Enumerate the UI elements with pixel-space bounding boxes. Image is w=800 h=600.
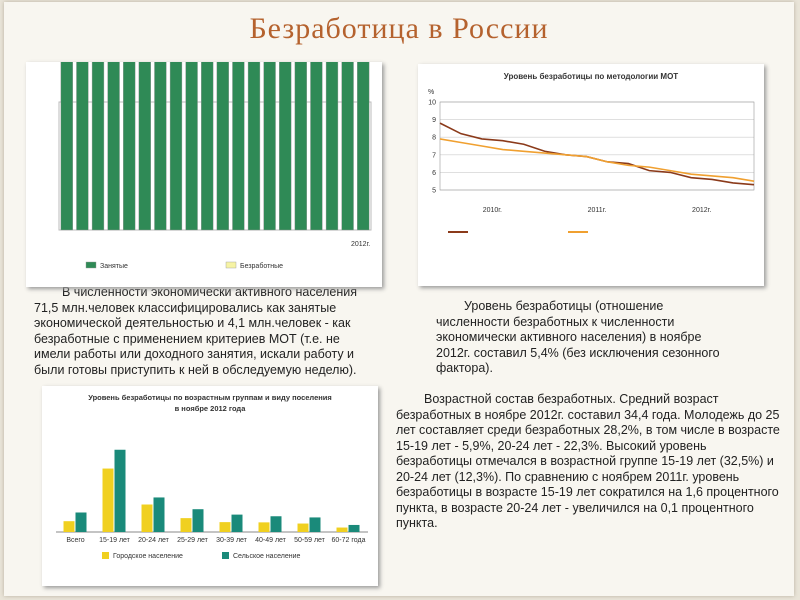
bar bbox=[270, 516, 282, 532]
legend-label: Сельское население bbox=[233, 553, 300, 560]
bar-segment bbox=[294, 62, 307, 231]
x-tick-label: 50-59 лет bbox=[294, 537, 326, 544]
bar-segment bbox=[138, 62, 151, 231]
bar-segment bbox=[216, 62, 229, 231]
year-label: 2012г. bbox=[692, 207, 711, 214]
year-label: 2011г. bbox=[588, 207, 607, 214]
bar-segment bbox=[357, 62, 370, 231]
paragraph: Уровень безработицы (отношение численнос… bbox=[436, 299, 720, 375]
legend-swatch bbox=[222, 552, 229, 559]
x-tick-label: Всего bbox=[66, 537, 84, 544]
bar-segment bbox=[60, 62, 73, 231]
bar bbox=[141, 504, 153, 532]
year-label: 2010г. bbox=[483, 207, 502, 214]
bar bbox=[180, 518, 192, 532]
unit-label: % bbox=[428, 89, 434, 96]
x-tick-label: 15-19 лет bbox=[99, 537, 131, 544]
legend-swatch bbox=[225, 261, 237, 269]
legend-swatch bbox=[85, 261, 97, 269]
year-label: 2012г. bbox=[351, 241, 370, 248]
bar-segment bbox=[91, 62, 105, 231]
bar-segment bbox=[279, 62, 292, 231]
x-tick-label: 20-24 лет bbox=[138, 537, 170, 544]
bar bbox=[348, 524, 360, 532]
paragraph: В численности экономически активного нас… bbox=[34, 285, 358, 377]
bar-segment bbox=[232, 62, 245, 231]
bar bbox=[114, 449, 126, 532]
bar-segment bbox=[325, 62, 339, 231]
bar bbox=[297, 523, 309, 532]
bar bbox=[309, 517, 321, 532]
bar-segment bbox=[201, 62, 214, 231]
bar bbox=[336, 527, 348, 532]
bar bbox=[153, 497, 165, 532]
legend-label: Безработные bbox=[240, 262, 283, 270]
x-tick-label: 30-39 лет bbox=[216, 537, 248, 544]
bar bbox=[258, 522, 270, 532]
plot-frame bbox=[439, 101, 755, 191]
y-tick-label: 5 bbox=[432, 188, 436, 195]
bar-segment bbox=[341, 62, 354, 231]
plot-area bbox=[58, 101, 372, 231]
bar-segment bbox=[247, 62, 261, 231]
y-tick-label: 7 bbox=[432, 152, 436, 159]
slide: Безработица в России В численности эконо… bbox=[4, 2, 794, 596]
bar bbox=[102, 468, 114, 532]
y-tick-label: 10 bbox=[428, 100, 436, 107]
rate-chart: Уровень безработицы по методологии МОТ% 5… bbox=[418, 64, 764, 286]
y-tick-label: 6 bbox=[432, 170, 436, 177]
bar-segment bbox=[185, 62, 198, 231]
bar-segment bbox=[310, 62, 323, 231]
bar-segment bbox=[107, 62, 120, 231]
slide-title: Безработица в России bbox=[249, 12, 549, 45]
bar-segment bbox=[76, 62, 89, 231]
legend-label: Занятые bbox=[100, 263, 128, 270]
bar-segment bbox=[169, 62, 183, 231]
y-tick-label: 9 bbox=[432, 117, 436, 124]
x-tick-label: 60-72 года bbox=[332, 537, 366, 544]
legend-swatch bbox=[102, 552, 109, 559]
chart-title: Уровень безработицы по возрастным группа… bbox=[88, 393, 332, 402]
age-chart: Уровень безработицы по возрастным группа… bbox=[42, 386, 378, 586]
chart-title: Уровень безработицы по методологии МОТ bbox=[504, 72, 679, 81]
line bbox=[439, 138, 755, 182]
x-tick-label: 40-49 лет bbox=[255, 537, 287, 544]
x-tick-label: 25-29 лет bbox=[177, 537, 209, 544]
legend-label: Городское население bbox=[113, 553, 183, 560]
bar-segment bbox=[123, 62, 136, 231]
bar bbox=[75, 512, 87, 532]
bar bbox=[219, 522, 231, 532]
y-tick-label: 8 bbox=[432, 135, 436, 142]
bar bbox=[231, 514, 243, 532]
bar bbox=[192, 509, 204, 532]
bar bbox=[63, 521, 75, 532]
bar-segment bbox=[263, 62, 276, 231]
employment-chart: 2012г. Занятые Безработные bbox=[26, 62, 382, 287]
chart-subtitle: в ноябре 2012 года bbox=[175, 404, 247, 413]
bar-segment bbox=[154, 62, 167, 231]
paragraph: Возрастной состав безработных. Средний в… bbox=[396, 392, 780, 530]
